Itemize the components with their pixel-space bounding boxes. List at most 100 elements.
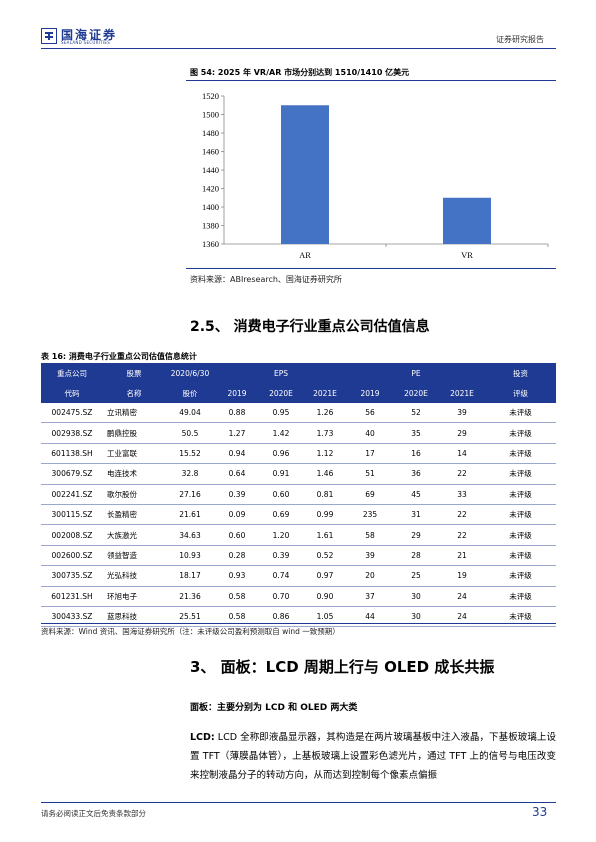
- figure-source: 资料来源：ABIresearch、国海证券研究所: [190, 275, 342, 284]
- table-cell: 未评级: [485, 545, 556, 567]
- figure-bottom-rule: [186, 268, 556, 269]
- table-cell: 51: [347, 463, 393, 485]
- table-row: 300735.SZ 光弘科技 18.17 0.93 0.74 0.97 20 25 19 未评级: [41, 565, 556, 587]
- table-cell: 300735.SZ: [41, 565, 103, 587]
- table-cell: 24: [439, 586, 485, 607]
- table-cell: 18.17: [165, 565, 215, 587]
- table-cell: 601231.SH: [41, 586, 103, 607]
- table-cell: 37: [347, 586, 393, 607]
- table-cell: 1.12: [303, 443, 347, 465]
- table-header-cell: [303, 363, 347, 383]
- table-cell: 002241.SZ: [41, 484, 103, 505]
- report-type: 证券研究报告: [496, 35, 544, 44]
- figure-top-rule: [186, 80, 556, 81]
- table-cell: 22: [439, 524, 485, 546]
- paragraph-lead: LCD:: [190, 732, 215, 743]
- table-header: 重点公司 股票 2020/6/30 EPS PE 投资 代码 名称 股价 2019 2020E 202…: [41, 363, 556, 403]
- table-header-cell: [215, 363, 259, 383]
- table-cell: 未评级: [485, 463, 556, 485]
- header-divider: [41, 48, 556, 49]
- chart-bars: [281, 105, 491, 244]
- page-number: 33: [532, 805, 548, 819]
- table-cell: 立讯精密: [103, 403, 165, 424]
- table-cell: 28: [393, 545, 439, 567]
- table-row: 002600.SZ 领益智造 10.93 0.28 0.39 0.52 39 28 21 未评级: [41, 545, 556, 567]
- table-cell: 0.58: [215, 606, 259, 628]
- table-cell: 44: [347, 606, 393, 628]
- table-cell: 14: [439, 443, 485, 465]
- table-header-cell: 重点公司: [41, 363, 103, 383]
- footer-divider: [41, 802, 556, 803]
- table-cell: 0.95: [259, 403, 303, 424]
- table-row: 300679.SZ 电连技术 32.8 0.64 0.91 1.46 51 36 22 未评级: [41, 463, 556, 485]
- table-cell: 69: [347, 484, 393, 505]
- y-tick-label: 1440: [202, 165, 219, 175]
- table-cell: 未评级: [485, 524, 556, 546]
- table-header-cell: 2021E: [439, 383, 485, 403]
- table-cell: 235: [347, 504, 393, 526]
- table-cell: 17: [347, 443, 393, 465]
- bar: [281, 105, 329, 244]
- paragraph-text: LCD 全称即液晶显示器，其构造是在两片玻璃基板中注入液晶，下基板玻璃上设置 T…: [190, 732, 556, 781]
- table-row: 002938.SZ 鹏鼎控股 50.5 1.27 1.42 1.73 40 35 29 未评级: [41, 422, 556, 444]
- table-cell: 长盈精密: [103, 504, 165, 526]
- table-cell: 0.97: [303, 565, 347, 587]
- table-cell: 未评级: [485, 403, 556, 424]
- table-cell: 002600.SZ: [41, 545, 103, 567]
- table-header-cell: 股票: [103, 363, 165, 383]
- table-cell: 光弘科技: [103, 565, 165, 587]
- y-tick-label: 1360: [202, 239, 219, 249]
- table-body: 002475.SZ 立讯精密 49.04 0.88 0.95 1.26 56 52 39 未评级 0…: [41, 403, 556, 628]
- table-cell: 未评级: [485, 504, 556, 526]
- table-cell: 0.94: [215, 443, 259, 465]
- table-cell: 1.27: [215, 422, 259, 444]
- table-header-cell: 股价: [165, 383, 215, 403]
- table-header-cell: 2019: [347, 383, 393, 403]
- table-header-cell: 名称: [103, 383, 165, 403]
- y-tick-label: 1460: [202, 147, 219, 157]
- table-cell: 601138.SH: [41, 443, 103, 465]
- table-cell: 电连技术: [103, 463, 165, 485]
- figure-caption: 图 54: 2025 年 VR/AR 市场分别达到 1510/1410 亿美元: [190, 68, 410, 77]
- table-cell: 27.16: [165, 484, 215, 505]
- table-cell: 22: [439, 504, 485, 526]
- table-cell: 0.64: [215, 463, 259, 485]
- table-cell: 22: [439, 463, 485, 485]
- table-header-row: 重点公司 股票 2020/6/30 EPS PE 投资: [41, 363, 556, 383]
- table-cell: 领益智造: [103, 545, 165, 567]
- table-cell: 1.73: [303, 422, 347, 444]
- table-cell: 0.60: [259, 484, 303, 505]
- table-cell: 300679.SZ: [41, 463, 103, 485]
- section-heading: 3、 面板：LCD 周期上行与 OLED 成长共振: [190, 658, 495, 676]
- logo-subtext: SEALAND SECURITIES: [61, 40, 111, 45]
- section-heading: 2.5、 消费电子行业重点公司估值信息: [190, 319, 430, 335]
- table-cell: 0.69: [259, 504, 303, 526]
- table-cell: 0.96: [259, 443, 303, 465]
- body-paragraph: LCD: LCD 全称即液晶显示器，其构造是在两片玻璃基板中注入液晶，下基板玻璃…: [190, 728, 556, 785]
- table-cell: 0.86: [259, 606, 303, 628]
- logo-text: 国海证券: [61, 28, 118, 42]
- table-cell: 1.05: [303, 606, 347, 628]
- table-cell: 300433.SZ: [41, 606, 103, 628]
- table-cell: 大族激光: [103, 524, 165, 546]
- table-header-cell: 2020E: [393, 383, 439, 403]
- table-cell: 歌尔股份: [103, 484, 165, 505]
- table-cell: 未评级: [485, 484, 556, 505]
- table-cell: 21: [439, 545, 485, 567]
- table-cell: 16: [393, 443, 439, 465]
- disclaimer-note: 请务必阅读正文后免责条款部分: [41, 809, 146, 818]
- table-cell: 0.58: [215, 586, 259, 607]
- table-cell: 40: [347, 422, 393, 444]
- table-cell: 29: [439, 422, 485, 444]
- table-cell: 0.81: [303, 484, 347, 505]
- table-cell: 49.04: [165, 403, 215, 424]
- table-header-cell: [439, 363, 485, 383]
- y-tick-label: 1520: [202, 91, 219, 101]
- table-cell: 19: [439, 565, 485, 587]
- table-row: 601231.SH 环旭电子 21.36 0.58 0.70 0.90 37 30 24 未评级: [41, 586, 556, 607]
- y-tick-label: 1380: [202, 221, 219, 231]
- chart-labels: 1360 1380 1400 1420 1440 1460 1480 1500 1520 AR VR: [202, 91, 473, 260]
- table-row: 300433.SZ 蓝思科技 25.51 0.58 0.86 1.05 44 30 24 未评级: [41, 606, 556, 628]
- table-cell: 30: [393, 606, 439, 628]
- table-cell: 0.60: [215, 524, 259, 546]
